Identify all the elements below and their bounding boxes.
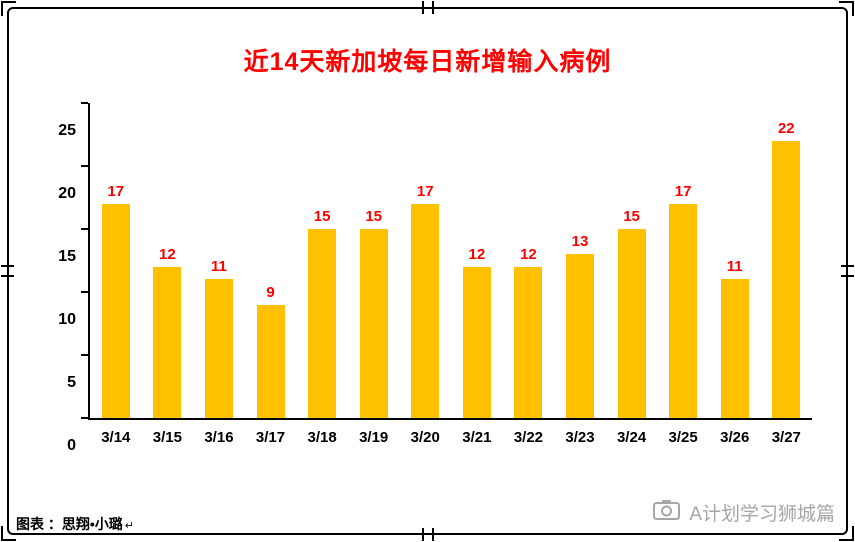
caption-return-mark: ↵ xyxy=(124,520,135,532)
bar xyxy=(720,279,749,418)
x-tick-label: 3/15 xyxy=(152,429,182,446)
y-axis-tick xyxy=(81,228,88,230)
bar xyxy=(204,279,233,418)
bar-value-label: 9 xyxy=(266,283,275,301)
bar-value-label: 17 xyxy=(674,182,692,200)
y-tick-label: 20 xyxy=(58,185,76,202)
border-corner-ornament xyxy=(839,1,854,16)
bar-value-label: 12 xyxy=(159,245,176,263)
border-corner-ornament xyxy=(1,1,16,16)
watermark-text: A计划学习狮城篇 xyxy=(689,504,835,525)
bar-chart: 0 5 10 15 20 25 17 12 11 9 15 15 17 12 12 13 15 17 11 22 3… xyxy=(58,102,813,454)
bar-column: 11 xyxy=(193,258,245,418)
bar xyxy=(411,203,440,418)
y-tick-label: 15 xyxy=(58,248,76,265)
x-tick-label: 3/27 xyxy=(771,429,801,446)
bar xyxy=(359,229,388,418)
x-tick-label: 3/26 xyxy=(720,429,750,446)
bar xyxy=(617,229,646,418)
caption-text: 图表 ：思翔•小璐 xyxy=(16,516,123,532)
x-tick-label: 3/20 xyxy=(410,429,440,446)
bar-value-label: 13 xyxy=(571,233,589,251)
bar-column: 15 xyxy=(348,208,400,418)
bar-value-label: 11 xyxy=(211,258,227,276)
y-tick-label: 25 xyxy=(58,122,76,139)
y-axis-tick xyxy=(81,417,88,419)
bar-value-label: 12 xyxy=(468,245,486,263)
border-edge-ornament xyxy=(1,265,14,277)
bar xyxy=(565,254,594,418)
border-edge-ornament xyxy=(421,1,434,14)
bar-column: 9 xyxy=(245,284,297,418)
bar-value-label: 15 xyxy=(365,208,383,225)
y-axis-tick xyxy=(81,165,88,167)
x-tick-label: 3/14 xyxy=(101,429,131,446)
bar-value-label: 22 xyxy=(777,119,795,137)
x-tick-label: 3/21 xyxy=(462,429,492,446)
bar-value-label: 17 xyxy=(416,182,434,200)
y-tick-label: 10 xyxy=(58,311,76,328)
x-tick-label: 3/24 xyxy=(616,429,647,446)
bar-column: 15 xyxy=(606,208,658,418)
chart-title: 近14天新加坡每日新增输入病例 xyxy=(243,48,612,76)
bar xyxy=(101,203,130,418)
border-corner-ornament xyxy=(1,526,16,541)
bar-column: 17 xyxy=(90,183,142,418)
bar-column: 11 xyxy=(709,258,761,418)
x-tick-label: 3/19 xyxy=(359,429,389,446)
x-axis-labels: 3/14 3/15 3/16 3/17 3/18 3/19 3/20 3/21 3/22 3/23… xyxy=(90,420,812,446)
x-tick-label: 3/25 xyxy=(668,429,698,446)
y-axis-tick xyxy=(81,354,88,356)
bar-column: 17 xyxy=(399,183,451,418)
x-tick-label: 3/18 xyxy=(307,429,337,446)
y-tick-label: 0 xyxy=(67,437,76,454)
bar-value-label: 15 xyxy=(623,208,640,225)
plot-area: 17 12 11 9 15 15 17 12 12 13 15 17 11 22 xyxy=(81,102,813,420)
bar-column: 13 xyxy=(554,233,606,418)
y-axis-tick xyxy=(81,102,88,104)
bar xyxy=(256,304,285,418)
bar xyxy=(153,266,182,418)
bar xyxy=(462,266,491,418)
bar xyxy=(669,203,698,418)
bar xyxy=(514,266,543,418)
border-edge-ornament xyxy=(421,528,434,541)
x-tick-label: 3/16 xyxy=(204,429,234,446)
x-tick-label: 3/22 xyxy=(513,429,544,446)
bar-column: 12 xyxy=(142,246,194,418)
bar-value-label: 17 xyxy=(107,182,125,200)
border-corner-ornament xyxy=(839,526,854,541)
y-axis-tick xyxy=(81,291,88,293)
x-tick-label: 3/23 xyxy=(565,429,595,446)
bar-column: 15 xyxy=(296,208,348,418)
y-axis: 0 5 10 15 20 25 xyxy=(34,122,76,454)
border-edge-ornament xyxy=(841,265,854,277)
bar-column: 17 xyxy=(657,183,709,418)
bar-column: 22 xyxy=(761,120,813,418)
bar-column: 12 xyxy=(451,246,503,418)
bar xyxy=(308,229,337,418)
bar-value-label: 15 xyxy=(313,208,331,225)
bar-value-label: 12 xyxy=(520,245,537,263)
x-tick-label: 3/17 xyxy=(255,429,286,446)
y-tick-label: 5 xyxy=(67,374,76,391)
bar-column: 12 xyxy=(503,246,555,418)
watermark: A计划学习狮城篇 xyxy=(653,499,835,526)
bar xyxy=(772,140,801,418)
chart-caption: 图表 ：思翔•小璐 ↵ xyxy=(16,514,134,534)
bar-value-label: 11 xyxy=(726,258,743,276)
camera-icon xyxy=(653,499,681,526)
